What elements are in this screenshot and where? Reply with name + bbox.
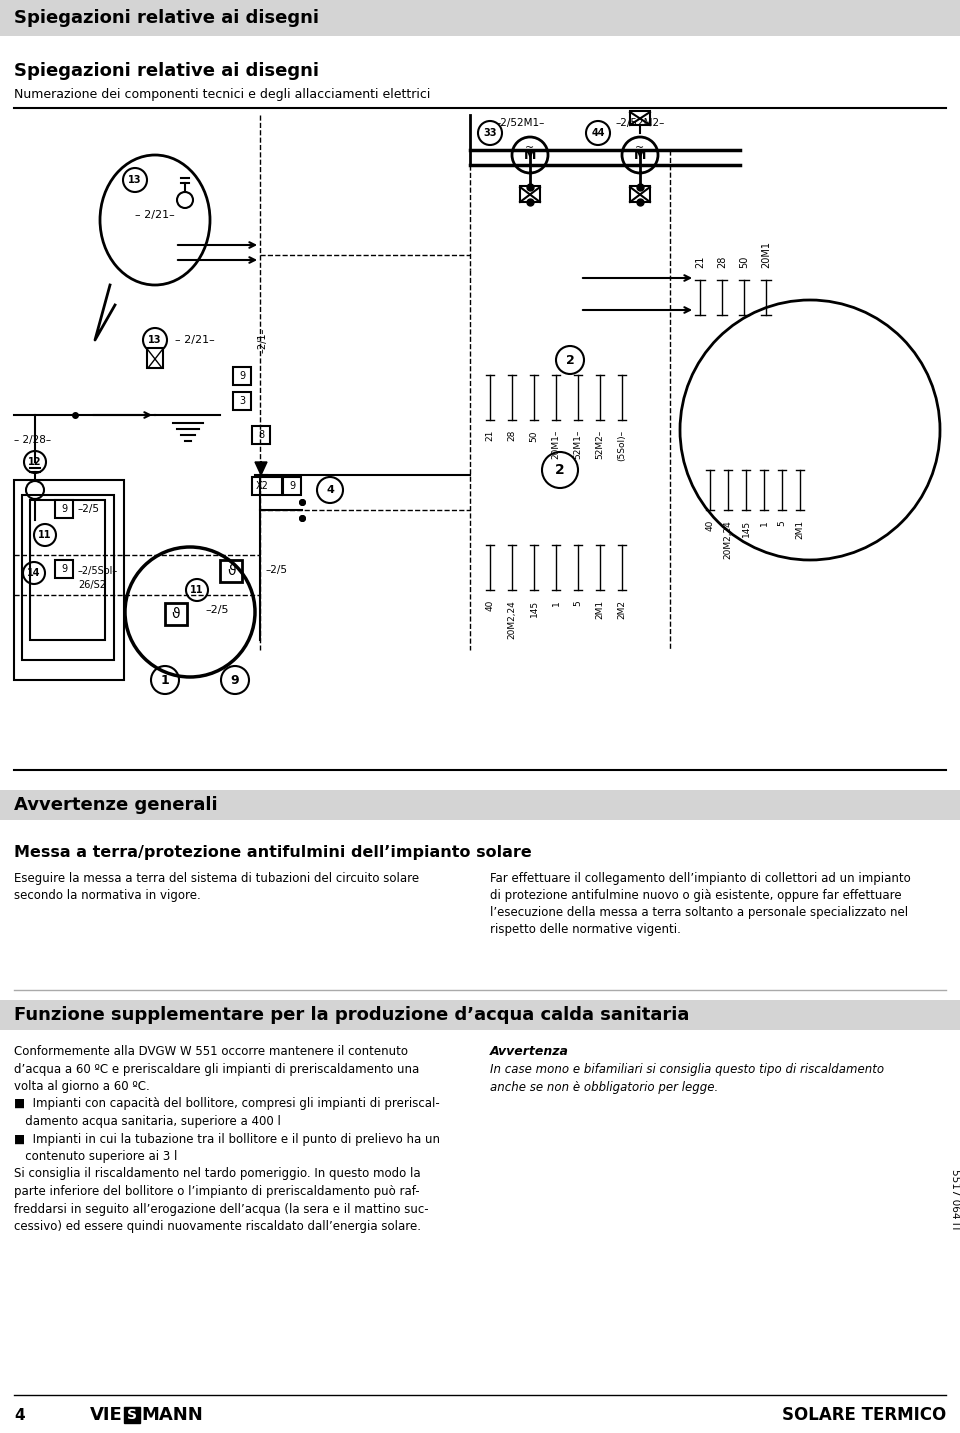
Text: 9: 9 [289, 481, 295, 492]
Text: 1: 1 [551, 600, 561, 606]
Bar [0, 790, 960, 820]
Bar [55, 500, 73, 517]
Text: 5: 5 [778, 520, 786, 526]
Bar [165, 603, 187, 625]
Text: 44: 44 [591, 128, 605, 138]
Text: –2/5: –2/5 [265, 565, 287, 575]
Bar [30, 500, 105, 641]
Text: Avvertenze generali: Avvertenze generali [14, 795, 218, 814]
Text: 20M1: 20M1 [761, 241, 771, 268]
Text: 52M2–: 52M2– [595, 430, 605, 459]
Text: MANN: MANN [141, 1406, 203, 1424]
Text: 40: 40 [486, 600, 494, 612]
Bar [233, 393, 251, 410]
Text: 20M2,24: 20M2,24 [724, 520, 732, 559]
Text: 28: 28 [717, 255, 727, 268]
Bar [14, 480, 124, 681]
Bar [220, 560, 242, 582]
Bar [147, 348, 163, 368]
Text: Numerazione dei componenti tecnici e degli allacciamenti elettrici: Numerazione dei componenti tecnici e deg… [14, 87, 430, 100]
Bar [124, 1407, 140, 1423]
Text: 4: 4 [14, 1407, 25, 1423]
Text: 9: 9 [239, 371, 245, 381]
Text: 12: 12 [28, 457, 41, 467]
Text: 20M2,24: 20M2,24 [508, 600, 516, 639]
Text: –2/5: –2/5 [78, 504, 100, 514]
Text: VIE: VIE [90, 1406, 123, 1424]
Bar [22, 494, 114, 661]
Text: 5: 5 [573, 600, 583, 606]
Text: 3: 3 [239, 396, 245, 406]
Polygon shape [255, 461, 267, 474]
Text: 2: 2 [555, 463, 564, 477]
Text: 40: 40 [706, 520, 714, 532]
Text: Conformemente alla DVGW W 551 occorre mantenere il contenuto
d’acqua a 60 ºC e p: Conformemente alla DVGW W 551 occorre ma… [14, 1045, 440, 1232]
Text: 21: 21 [486, 430, 494, 441]
Text: 145: 145 [741, 520, 751, 537]
Text: 26/S2: 26/S2 [78, 580, 106, 590]
Text: ~: ~ [636, 143, 644, 153]
Text: X2: X2 [255, 481, 269, 492]
Text: Spiegazioni relative ai disegni: Spiegazioni relative ai disegni [14, 9, 319, 27]
Text: Eseguire la messa a terra del sistema di tubazioni del circuito solare
secondo l: Eseguire la messa a terra del sistema di… [14, 873, 420, 901]
Text: 11: 11 [190, 585, 204, 595]
Text: – 2/28–: – 2/28– [14, 436, 51, 446]
Text: 1: 1 [759, 520, 769, 526]
Text: 14: 14 [27, 567, 40, 577]
Text: 9: 9 [230, 674, 239, 686]
Text: 28: 28 [508, 430, 516, 441]
Text: ~: ~ [525, 143, 535, 153]
Text: 1: 1 [160, 674, 169, 686]
Text: 2M2: 2M2 [617, 600, 627, 619]
Bar [0, 1000, 960, 1030]
Text: 33: 33 [483, 128, 496, 138]
Text: 50: 50 [530, 430, 539, 441]
Text: 2: 2 [565, 354, 574, 367]
Text: 2M1: 2M1 [595, 600, 605, 619]
Text: –2/1–: –2/1– [258, 327, 268, 353]
Text: 13: 13 [148, 335, 161, 345]
Bar [630, 110, 650, 125]
Text: 13: 13 [129, 175, 142, 185]
Text: 9: 9 [60, 504, 67, 514]
Bar [630, 186, 650, 202]
Text: 21: 21 [695, 255, 705, 268]
Bar [283, 477, 301, 494]
Text: Messa a terra/protezione antifulmini dell’impianto solare: Messa a terra/protezione antifulmini del… [14, 845, 532, 860]
Text: M: M [524, 149, 537, 162]
Bar [55, 560, 73, 577]
Bar [520, 186, 540, 202]
Text: –2/5: –2/5 [205, 605, 228, 615]
Text: 145: 145 [530, 600, 539, 618]
Text: 8: 8 [258, 430, 264, 440]
Text: – 2/21–: – 2/21– [175, 335, 215, 345]
Text: 11: 11 [38, 530, 52, 540]
Text: 9: 9 [60, 565, 67, 575]
Text: 20M1–: 20M1– [551, 430, 561, 460]
Text: –2/5Sol–: –2/5Sol– [78, 566, 118, 576]
Bar [233, 367, 251, 385]
Text: M: M [634, 149, 646, 162]
Text: 50: 50 [739, 255, 749, 268]
Text: Avvertenza: Avvertenza [490, 1045, 569, 1058]
Text: SOLARE TERMICO: SOLARE TERMICO [781, 1406, 946, 1424]
Text: 5517 064 IT: 5517 064 IT [950, 1169, 960, 1231]
Text: 2M1: 2M1 [796, 520, 804, 539]
Text: Spiegazioni relative ai disegni: Spiegazioni relative ai disegni [14, 62, 319, 80]
Text: –2/52M1–: –2/52M1– [495, 118, 544, 128]
Bar [252, 477, 282, 494]
Bar [0, 0, 960, 36]
Text: Funzione supplementare per la produzione d’acqua calda sanitaria: Funzione supplementare per la produzione… [14, 1006, 689, 1025]
Text: ϑ: ϑ [227, 565, 235, 577]
Text: Far effettuare il collegamento dell’impianto di collettori ad un impianto
di pro: Far effettuare il collegamento dell’impi… [490, 873, 911, 936]
Text: S: S [127, 1409, 137, 1422]
Bar [252, 426, 270, 444]
Text: ϑ: ϑ [172, 608, 180, 620]
Text: – 2/21–: – 2/21– [135, 211, 175, 221]
Text: –2/52M2–: –2/52M2– [615, 118, 664, 128]
Text: (5Sol)–: (5Sol)– [617, 430, 627, 461]
Text: 52M1–: 52M1– [573, 430, 583, 460]
Text: 4: 4 [326, 484, 334, 494]
Text: In case mono e bifamiliari si consiglia questo tipo di riscaldamento
anche se no: In case mono e bifamiliari si consiglia … [490, 1063, 884, 1093]
